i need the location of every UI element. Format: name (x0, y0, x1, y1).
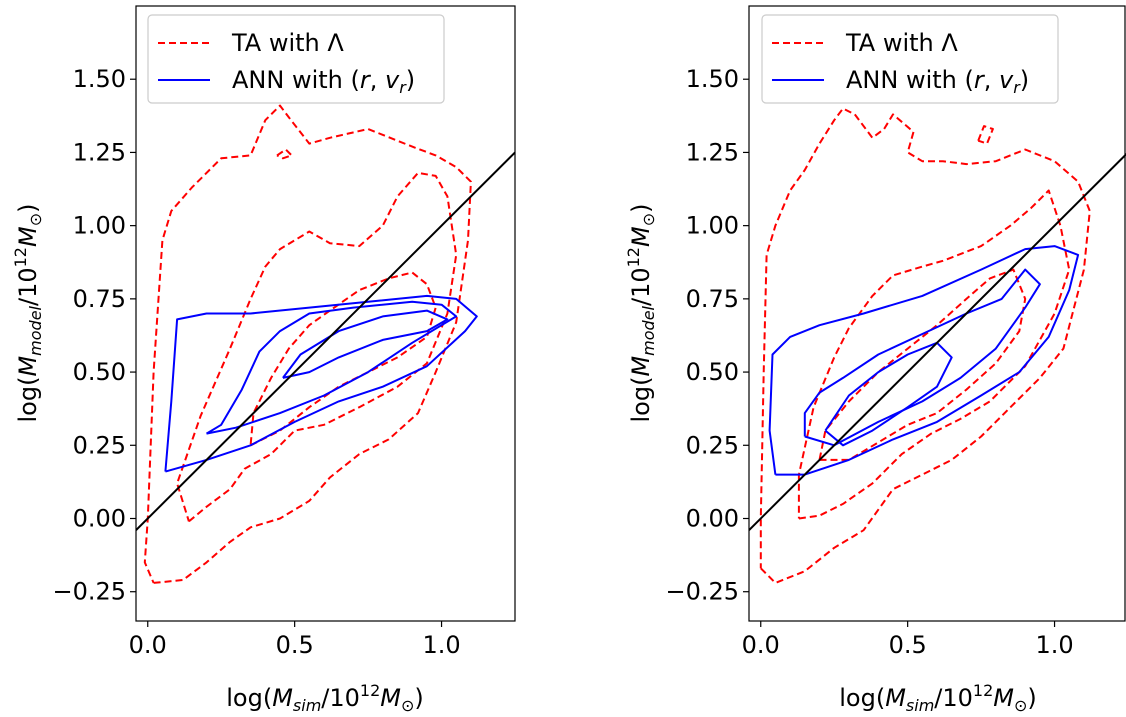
y-tick-label: 0.75 (686, 285, 739, 313)
y-tick-label: 1.00 (686, 212, 739, 240)
axis-ticks: 0.0 0.5 1.0 −0.25 0.00 0.25 0.50 0.75 1.00 1.25 1.… (52, 65, 460, 659)
legend: TA with Λ ANN with (r, vr) (147, 14, 445, 104)
y-axis-label: log(Mmodel/1012M⊙) (11, 204, 45, 423)
y-tick-label: 0.00 (73, 505, 126, 533)
y-tick-label: 0.25 (73, 431, 126, 459)
axis-ticks: 0.0 0.5 1.0 −0.25 0.00 0.25 0.50 0.75 1.00 1.25 1.… (665, 65, 1073, 659)
ta-contour-0 (759, 107, 1091, 584)
ann-contour-0 (768, 245, 1080, 476)
y-tick-label: 1.25 (686, 138, 739, 166)
y-axis-label: log(Mmodel/1012M⊙) (624, 204, 658, 423)
y-tick-label: 0.50 (73, 358, 126, 386)
legend-label-ann: ANN with (r, vr) (846, 66, 1029, 97)
ta-contour-1 (797, 189, 1071, 520)
axes-frame (135, 5, 516, 622)
ta-contour-2 (818, 268, 1027, 461)
axes-frame (748, 5, 1126, 622)
x-tick-label: 1.0 (1035, 631, 1073, 659)
ann-contour-0 (164, 294, 478, 473)
y-tick-label: 1.50 (686, 65, 739, 93)
x-tick-label: 0.0 (129, 631, 167, 659)
y-tick-label: 1.00 (73, 212, 126, 240)
y-tick-label: 0.75 (73, 285, 126, 313)
legend-label-ta: TA with Λ (231, 29, 344, 57)
y-tick-label: −0.25 (665, 578, 739, 606)
ta-contour-0 (143, 104, 472, 584)
x-tick-label: 1.0 (422, 631, 460, 659)
plot-area (749, 107, 1126, 584)
y-tick-label: 0.00 (686, 505, 739, 533)
ann-contour-2 (282, 309, 449, 379)
x-tick-label: 0.0 (742, 631, 780, 659)
y-tick-label: 0.25 (686, 431, 739, 459)
x-tick-label: 0.5 (889, 631, 927, 659)
legend-box (147, 14, 445, 104)
chart-panel-left: 0.0 0.5 1.0 −0.25 0.00 0.25 0.50 0.75 1.00 1.25 1.… (11, 5, 516, 715)
legend: TA with Λ ANN with (r, vr) (761, 14, 1059, 104)
ta-contour-3 (276, 148, 293, 160)
ta-contour-1 (176, 171, 458, 523)
one-to-one-line (749, 153, 1126, 531)
y-tick-label: 1.25 (73, 138, 126, 166)
chart-panel-right: 0.0 0.5 1.0 −0.25 0.00 0.25 0.50 0.75 1.00 1.25 1.… (624, 5, 1126, 715)
legend-label-ta: TA with Λ (845, 29, 958, 57)
y-tick-label: 0.50 (686, 358, 739, 386)
legend-box (761, 14, 1059, 104)
x-axis-label: log(Msim/1012M⊙) (226, 681, 424, 715)
ann-contour-2 (824, 341, 953, 447)
plot-area (136, 104, 515, 584)
x-axis-label: log(Msim/1012M⊙) (839, 681, 1037, 715)
ann-contour-1 (205, 300, 458, 435)
ta-contour-3 (977, 125, 994, 145)
legend-label-ann: ANN with (r, vr) (232, 66, 415, 97)
x-tick-label: 0.5 (276, 631, 314, 659)
y-tick-label: −0.25 (52, 578, 126, 606)
one-to-one-line (136, 151, 515, 531)
y-tick-label: 1.50 (73, 65, 126, 93)
